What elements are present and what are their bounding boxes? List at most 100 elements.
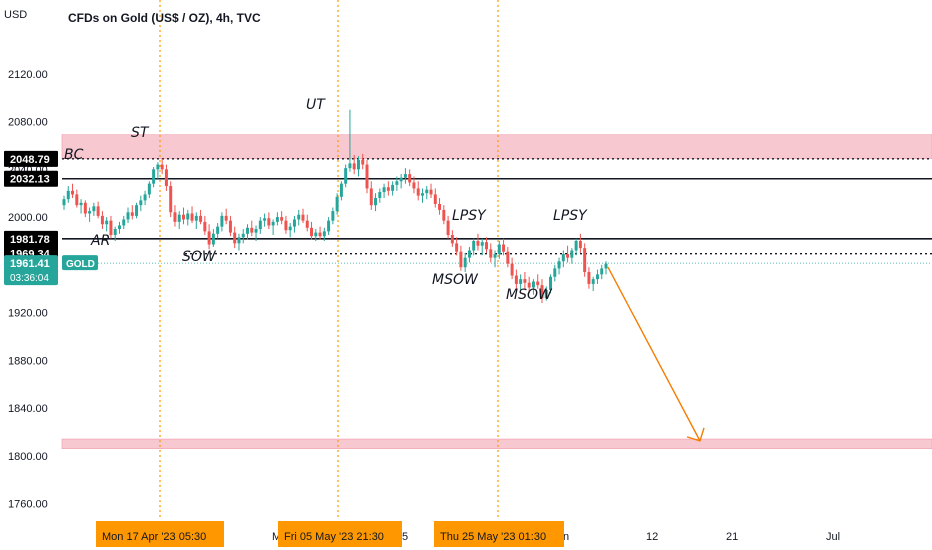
candle[interactable] (356, 156, 360, 177)
candle[interactable] (75, 189, 79, 208)
candle[interactable] (523, 271, 527, 289)
candle[interactable] (207, 224, 211, 250)
candle[interactable] (344, 164, 348, 188)
candle[interactable] (549, 274, 553, 294)
candle[interactable] (536, 274, 540, 289)
candle[interactable] (275, 212, 279, 226)
candle[interactable] (267, 212, 271, 230)
candle[interactable] (292, 215, 296, 233)
candle[interactable] (369, 181, 373, 210)
candle[interactable] (122, 215, 126, 230)
candle[interactable] (433, 188, 437, 208)
candle[interactable] (164, 164, 168, 191)
candle[interactable] (472, 238, 476, 256)
candle[interactable] (365, 159, 369, 194)
candle[interactable] (561, 250, 565, 268)
candle[interactable] (92, 202, 96, 216)
candle[interactable] (339, 181, 343, 201)
candle[interactable] (527, 276, 531, 294)
candle[interactable] (224, 208, 228, 225)
candle[interactable] (310, 221, 314, 240)
candle[interactable] (591, 276, 595, 292)
candle[interactable] (352, 155, 356, 175)
candle[interactable] (233, 226, 237, 249)
candle[interactable] (186, 209, 190, 226)
candle[interactable] (190, 206, 194, 224)
candle[interactable] (386, 181, 390, 196)
candle[interactable] (156, 162, 160, 179)
candle[interactable] (241, 229, 245, 244)
candle[interactable] (438, 197, 442, 215)
candle[interactable] (297, 209, 301, 226)
candle[interactable] (600, 264, 604, 280)
candle[interactable] (199, 209, 203, 225)
candle[interactable] (169, 181, 173, 218)
candle[interactable] (177, 211, 181, 230)
candle[interactable] (322, 227, 326, 241)
candle[interactable] (604, 261, 608, 275)
candle[interactable] (574, 238, 578, 256)
candle[interactable] (237, 233, 241, 251)
candle[interactable] (557, 257, 561, 275)
candle[interactable] (109, 215, 113, 239)
candle[interactable] (135, 202, 139, 219)
candle[interactable] (288, 223, 292, 238)
candle[interactable] (211, 229, 215, 247)
candle[interactable] (540, 279, 544, 304)
candle[interactable] (450, 230, 454, 247)
candle[interactable] (408, 169, 412, 187)
candle[interactable] (105, 217, 109, 232)
candle[interactable] (327, 217, 331, 235)
candle[interactable] (531, 279, 535, 295)
candle[interactable] (476, 233, 480, 251)
candle[interactable] (284, 215, 288, 234)
candle[interactable] (361, 153, 365, 170)
candle[interactable] (566, 245, 570, 263)
candle[interactable] (318, 226, 322, 240)
candle[interactable] (301, 208, 305, 224)
candle[interactable] (446, 215, 450, 239)
candle[interactable] (331, 207, 335, 225)
candle[interactable] (152, 166, 156, 188)
candle[interactable] (412, 176, 416, 194)
candle[interactable] (62, 195, 66, 210)
candle[interactable] (382, 183, 386, 198)
candle[interactable] (96, 201, 100, 219)
candle[interactable] (374, 193, 378, 212)
candle[interactable] (455, 237, 459, 256)
candle[interactable] (258, 217, 262, 234)
candle[interactable] (502, 238, 506, 256)
candle[interactable] (497, 240, 501, 259)
candle[interactable] (416, 181, 420, 201)
candle[interactable] (220, 212, 224, 232)
candle[interactable] (113, 226, 117, 241)
candle[interactable] (587, 267, 591, 289)
candle[interactable] (228, 215, 232, 237)
candle[interactable] (463, 252, 467, 272)
candle[interactable] (335, 193, 339, 215)
candle[interactable] (160, 158, 164, 175)
candle[interactable] (271, 219, 275, 235)
candle[interactable] (263, 213, 267, 227)
candle[interactable] (403, 168, 407, 184)
candle[interactable] (420, 188, 424, 203)
candle[interactable] (519, 274, 523, 292)
candle[interactable] (305, 214, 309, 232)
candle[interactable] (506, 246, 510, 268)
candle[interactable] (429, 183, 433, 198)
candle[interactable] (143, 190, 147, 206)
candle[interactable] (595, 269, 599, 284)
candle[interactable] (254, 225, 258, 241)
candle[interactable] (173, 205, 177, 227)
candle[interactable] (130, 205, 134, 220)
candle[interactable] (578, 233, 582, 253)
candle[interactable] (280, 211, 284, 225)
candle[interactable] (489, 243, 493, 263)
candle[interactable] (391, 181, 395, 196)
candle[interactable] (66, 186, 70, 203)
candle[interactable] (493, 250, 497, 268)
candle[interactable] (570, 248, 574, 264)
candle[interactable] (203, 215, 207, 235)
candle[interactable] (510, 257, 514, 280)
